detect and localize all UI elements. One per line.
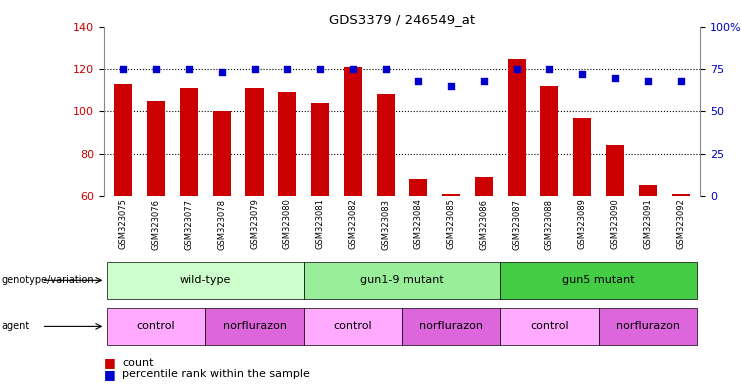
- Point: [183, 66, 195, 72]
- Point: [150, 66, 162, 72]
- Bar: [205, 308, 304, 345]
- Point: [674, 78, 686, 84]
- Bar: [500, 308, 599, 345]
- Point: [118, 66, 130, 72]
- Bar: [376, 94, 395, 196]
- Bar: [304, 308, 402, 345]
- Point: [511, 66, 522, 72]
- Bar: [639, 185, 657, 196]
- Bar: [475, 177, 493, 196]
- Point: [314, 66, 326, 72]
- Bar: [574, 118, 591, 196]
- Point: [413, 78, 425, 84]
- Bar: [540, 86, 559, 196]
- Text: count: count: [122, 358, 154, 368]
- Bar: [107, 262, 304, 299]
- Bar: [245, 88, 264, 196]
- Bar: [500, 262, 697, 299]
- Point: [609, 74, 621, 81]
- Bar: [107, 308, 205, 345]
- Bar: [409, 179, 428, 196]
- Bar: [147, 101, 165, 196]
- Bar: [114, 84, 133, 196]
- Text: gun5 mutant: gun5 mutant: [562, 275, 635, 285]
- Point: [347, 66, 359, 72]
- Text: norflurazon: norflurazon: [222, 321, 287, 331]
- Bar: [311, 103, 329, 196]
- Bar: [599, 308, 697, 345]
- Bar: [508, 59, 525, 196]
- Text: wild-type: wild-type: [179, 275, 231, 285]
- Text: gun1-9 mutant: gun1-9 mutant: [360, 275, 444, 285]
- Point: [544, 66, 556, 72]
- Point: [379, 66, 391, 72]
- Text: control: control: [137, 321, 176, 331]
- Bar: [344, 67, 362, 196]
- Point: [216, 70, 227, 76]
- Text: control: control: [333, 321, 372, 331]
- Text: control: control: [530, 321, 569, 331]
- Text: ■: ■: [104, 368, 116, 381]
- Text: agent: agent: [1, 321, 30, 331]
- Text: ■: ■: [104, 356, 116, 369]
- Title: GDS3379 / 246549_at: GDS3379 / 246549_at: [329, 13, 475, 26]
- Point: [576, 71, 588, 77]
- Bar: [442, 194, 460, 196]
- Bar: [671, 194, 690, 196]
- Point: [282, 66, 293, 72]
- Text: norflurazon: norflurazon: [616, 321, 679, 331]
- Bar: [213, 111, 230, 196]
- Bar: [180, 88, 198, 196]
- Bar: [279, 92, 296, 196]
- Bar: [606, 145, 624, 196]
- Point: [478, 78, 490, 84]
- Point: [642, 78, 654, 84]
- Point: [445, 83, 457, 89]
- Bar: [304, 262, 500, 299]
- Text: percentile rank within the sample: percentile rank within the sample: [122, 369, 310, 379]
- Text: norflurazon: norflurazon: [419, 321, 483, 331]
- Text: genotype/variation: genotype/variation: [1, 275, 94, 285]
- Point: [248, 66, 260, 72]
- Bar: [402, 308, 500, 345]
